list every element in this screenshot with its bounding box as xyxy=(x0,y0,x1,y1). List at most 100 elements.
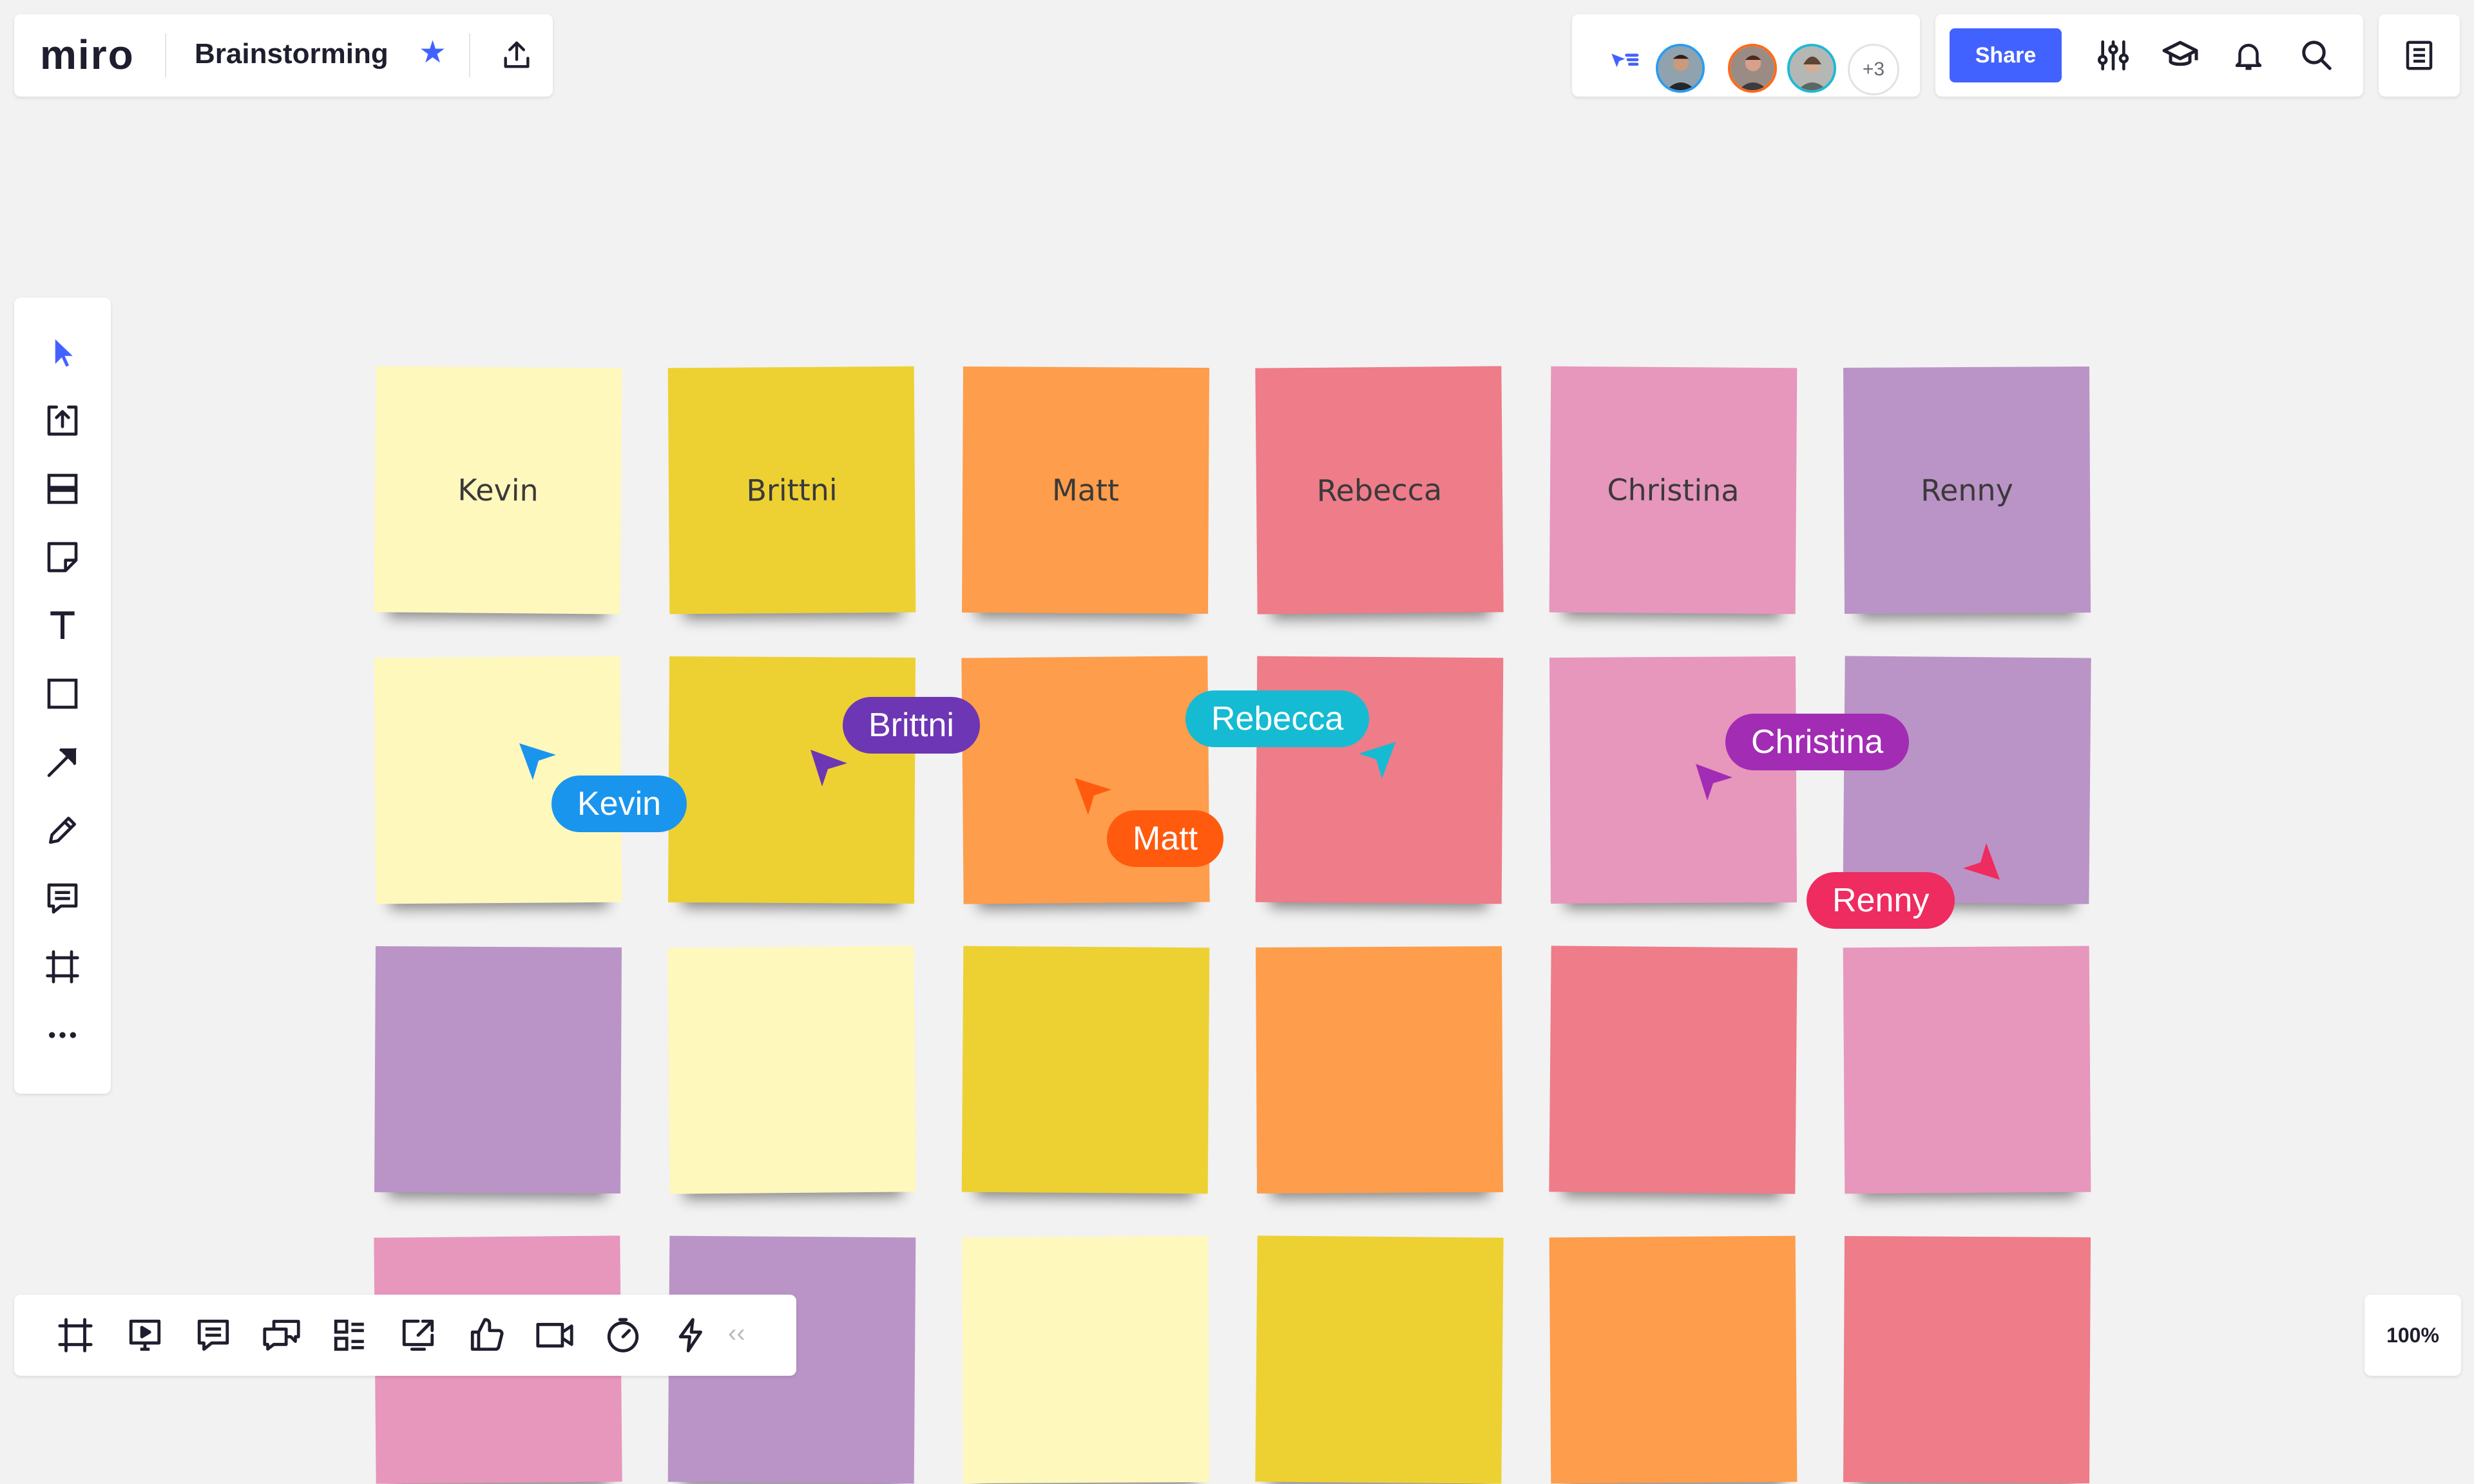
cursor-label: Matt xyxy=(1107,810,1224,867)
frame-tool[interactable] xyxy=(34,938,91,996)
sticky-note[interactable]: Matt xyxy=(962,366,1209,614)
collapse-toolbar-button[interactable]: ‹‹ xyxy=(728,1319,745,1347)
timer-button[interactable] xyxy=(594,1308,652,1363)
miro-logo[interactable]: miro xyxy=(40,32,135,78)
learn-button[interactable] xyxy=(2156,31,2205,80)
lightning-icon xyxy=(678,1318,702,1353)
cursor-arrow-icon xyxy=(519,743,556,780)
sticky-note[interactable]: Brittni xyxy=(667,366,916,614)
cursor-arrow-icon xyxy=(1359,742,1395,779)
sticky-note[interactable] xyxy=(1843,1236,2091,1483)
sticky-note-tool[interactable] xyxy=(34,528,91,586)
search-button[interactable] xyxy=(2292,31,2341,80)
cursor-follow-button[interactable] xyxy=(1599,41,1648,90)
sticky-note[interactable] xyxy=(374,946,622,1194)
voting-icon xyxy=(470,1318,504,1351)
notes-panel xyxy=(2379,14,2460,97)
board-header: miro Brainstorming ★ xyxy=(14,14,553,97)
cursor-label: Rebecca xyxy=(1185,690,1370,747)
sticky-note[interactable] xyxy=(1256,946,1503,1194)
connection-line-tool[interactable] xyxy=(34,733,91,791)
text-tool[interactable] xyxy=(34,596,91,654)
cards-button[interactable] xyxy=(321,1308,379,1363)
cursor-list-icon xyxy=(1611,53,1639,68)
learn-cap-icon xyxy=(2162,41,2198,66)
bell-icon xyxy=(2235,44,2262,70)
upload-icon xyxy=(47,405,78,436)
frames-button[interactable] xyxy=(46,1308,104,1363)
sticky-note[interactable]: Christina xyxy=(1549,366,1798,614)
person-icon xyxy=(1731,46,1774,90)
frames-icon xyxy=(58,1318,93,1353)
person-icon xyxy=(1658,46,1702,90)
more-collaborators-badge[interactable]: +3 xyxy=(1848,44,1899,95)
comment-tool[interactable] xyxy=(34,870,91,928)
upload-icon xyxy=(504,41,530,68)
voting-button[interactable] xyxy=(457,1308,515,1363)
sticky-note[interactable] xyxy=(668,656,916,904)
cursor-arrow-icon xyxy=(1075,778,1111,815)
notes-button[interactable] xyxy=(2395,31,2444,80)
sticky-note[interactable]: Rebecca xyxy=(1255,366,1504,614)
avatar[interactable] xyxy=(1787,44,1836,93)
divider xyxy=(165,33,166,77)
comments-button[interactable] xyxy=(184,1308,242,1363)
integrations-button[interactable] xyxy=(662,1308,720,1363)
cursor-arrow-icon xyxy=(1696,764,1732,801)
present-icon xyxy=(129,1319,161,1351)
select-icon xyxy=(55,339,73,367)
pen-tool[interactable] xyxy=(34,801,91,859)
sticky-note[interactable]: Renny xyxy=(1843,366,2091,614)
chat-button[interactable] xyxy=(253,1308,311,1363)
person-icon xyxy=(1790,46,1834,90)
creation-toolbar xyxy=(14,298,111,1094)
sticky-note[interactable] xyxy=(1549,656,1797,904)
zoom-indicator[interactable]: 100% xyxy=(2364,1295,2461,1376)
shape-tool[interactable] xyxy=(34,665,91,723)
divider xyxy=(469,33,470,77)
cursor-arrow-icon xyxy=(1963,843,2000,880)
sticky-note[interactable] xyxy=(1255,1235,1504,1484)
timer-icon xyxy=(607,1318,639,1353)
cursor-label: Brittni xyxy=(843,697,980,754)
cursor-label: Christina xyxy=(1725,714,1910,770)
upload-tool[interactable] xyxy=(34,392,91,450)
star-icon[interactable]: ★ xyxy=(419,35,447,70)
share-button[interactable]: Share xyxy=(1950,28,2062,82)
notes-icon xyxy=(2406,41,2433,70)
shape-icon xyxy=(47,678,78,709)
cursor-arrow-icon xyxy=(810,750,847,786)
templates-tool[interactable] xyxy=(34,460,91,518)
select-tool[interactable] xyxy=(34,323,91,381)
export-button[interactable] xyxy=(492,33,541,77)
sticky-note[interactable] xyxy=(1549,1235,1798,1484)
frame-icon xyxy=(46,950,79,984)
video-button[interactable] xyxy=(526,1308,584,1363)
sticky-note[interactable] xyxy=(1843,946,2091,1194)
more-tools[interactable] xyxy=(34,1006,91,1064)
sticky-note[interactable] xyxy=(962,1236,1209,1483)
notifications-button[interactable] xyxy=(2224,31,2273,80)
templates-icon xyxy=(47,473,78,504)
sticky-note[interactable] xyxy=(961,946,1210,1194)
text-icon xyxy=(50,611,75,639)
avatar[interactable] xyxy=(1656,44,1705,93)
pen-icon xyxy=(49,817,76,844)
settings-button[interactable] xyxy=(2089,31,2138,80)
avatar[interactable] xyxy=(1728,44,1777,93)
arrow-icon xyxy=(47,748,77,777)
board-title[interactable]: Brainstorming xyxy=(195,38,388,70)
cursor-label: Kevin xyxy=(551,775,687,832)
share-screen-button[interactable] xyxy=(389,1308,447,1363)
sticky-note[interactable] xyxy=(667,946,916,1194)
settings-sliders-icon xyxy=(2097,40,2129,71)
collaboration-toolbar: ‹‹ xyxy=(14,1295,796,1376)
sticky-note[interactable] xyxy=(1549,946,1798,1194)
search-icon xyxy=(2302,41,2332,70)
sticky-note[interactable]: Kevin xyxy=(374,366,622,614)
collaborators-panel: +3 xyxy=(1572,14,1920,97)
comments-icon xyxy=(197,1319,229,1351)
present-button[interactable] xyxy=(116,1308,174,1363)
more-icon xyxy=(49,1032,76,1038)
comment-icon xyxy=(47,883,78,914)
